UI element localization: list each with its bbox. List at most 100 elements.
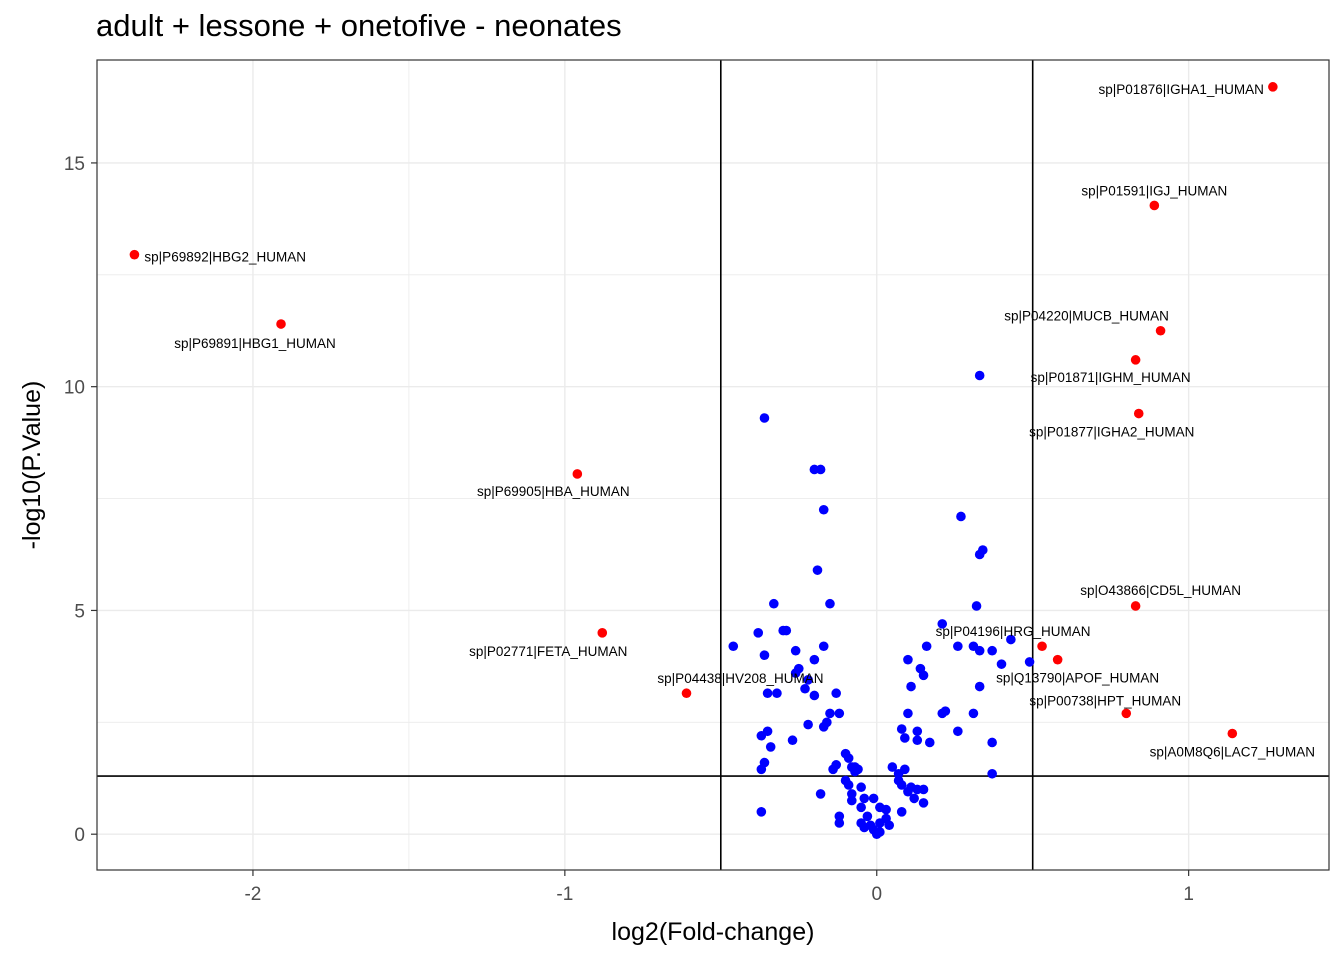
point [846,795,857,806]
y-axis-title: -log10(P.Value) [18,381,46,550]
x-tick-label: 0 [871,884,882,905]
point-label: sp|P04438|HV208_HUMAN [657,671,823,686]
point [912,726,923,737]
point [974,681,985,692]
point [875,818,885,828]
point [912,735,923,746]
significant-point [276,319,286,329]
point [918,670,929,681]
significant-point [1227,728,1238,739]
significant-point [1130,355,1141,365]
point [884,820,895,831]
point [831,688,841,699]
chart-title: adult + lessone + onetofive - neonates [96,8,622,43]
point [987,768,997,779]
point [968,708,979,719]
point [846,789,857,799]
point [918,784,929,795]
point [906,681,916,692]
point [765,742,776,752]
point [828,764,838,775]
point [909,793,919,804]
point [753,628,764,638]
point [903,786,913,797]
point [903,654,913,665]
point-label: sp|P04220|MUCB_HUMAN [1004,309,1169,324]
point [759,650,770,660]
point [896,724,907,734]
point [987,737,997,748]
point [803,675,813,685]
significant-point [1268,82,1278,92]
point [903,708,913,719]
point [859,822,870,833]
point [956,511,966,522]
point [893,768,904,779]
point-label: sp|P00738|HPT_HUMAN [1029,693,1181,708]
point-label: sp|O43866|CD5L_HUMAN [1080,583,1241,598]
y-tick-label: 5 [74,601,85,622]
point [803,719,813,730]
point [778,625,788,636]
point-label: sp|P69891|HBG1_HUMAN [174,336,336,351]
point-label: sp|Q13790|APOF_HUMAN [996,671,1159,686]
point [825,598,835,609]
point [818,504,829,515]
significant-point [129,249,140,260]
point [974,645,985,656]
significant-point [572,469,583,479]
point [1024,657,1035,667]
data-points [129,82,1278,839]
point [790,645,801,656]
point [1006,634,1016,645]
significant-point [1037,641,1047,652]
point [787,735,798,746]
point [940,706,951,716]
point [881,804,891,815]
point [896,807,907,817]
point [918,798,929,808]
point [790,668,801,678]
significant-point [1121,708,1132,719]
point [769,598,779,609]
point [815,789,826,799]
point [756,807,767,817]
point [853,764,863,775]
point [756,730,767,741]
point [834,818,845,828]
y-tick-label: 10 [64,378,85,399]
point [953,726,963,737]
point [772,688,782,699]
point [809,654,820,665]
point [871,829,882,839]
point [809,690,820,701]
significant-point [1130,601,1141,611]
point [974,549,985,560]
panel-border [96,59,1330,871]
point [856,782,866,793]
point-label: sp|P69892|HBG2_HUMAN [144,250,306,265]
point [834,708,845,719]
point [971,601,982,611]
significant-point [597,628,608,638]
point-label: sp|P01876|IGHA1_HUMAN [1099,82,1264,97]
significant-point [681,688,692,699]
significant-point [1133,408,1144,419]
x-tick-label: -2 [244,884,261,905]
grid-lines [96,60,1329,870]
point [987,645,997,656]
point-label: sp|P01591|IGJ_HUMAN [1081,183,1227,198]
x-tick-label: 1 [1183,884,1194,905]
point [834,811,845,822]
point [812,565,823,575]
point-label: sp|P01877|IGHA2_HUMAN [1029,425,1194,440]
point [818,641,829,652]
significant-point [1149,200,1160,211]
point [759,413,770,423]
point [996,659,1007,669]
point [856,802,866,813]
point [815,464,826,475]
point [937,619,948,629]
point [818,721,829,732]
